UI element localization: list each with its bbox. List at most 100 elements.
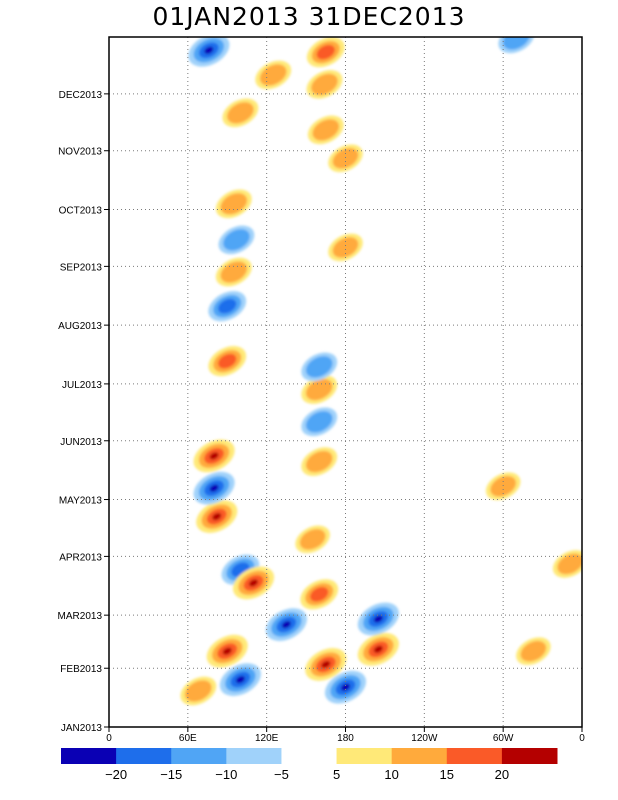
anomaly-contour [312,119,340,141]
x-tick-label: 60E [179,733,197,744]
anomaly-contour [557,553,582,575]
anomaly-contour [305,411,333,433]
anomaly-contour [204,46,214,54]
y-tick-label: JUL2013 [62,380,102,391]
anomaly-feature [206,634,248,668]
x-tick-label: 0 [579,733,585,744]
y-tick-label: MAY2013 [59,496,103,507]
anomaly-contour [503,37,530,50]
anomaly-contour [299,529,326,550]
anomaly-contour [227,102,254,124]
anomaly-contour [220,261,248,283]
anomaly-contour [185,680,212,702]
y-tick-label: NOV2013 [58,147,102,158]
x-tick-label: 120E [255,733,279,744]
anomaly-feature [232,566,275,600]
anomaly-contour [218,298,237,314]
anomaly-feature [357,602,399,636]
anomaly-feature [306,37,345,68]
anomaly-contour [490,476,516,497]
anomaly-contour [223,229,250,251]
anomaly-feature [196,500,238,533]
colorbar-swatch [61,748,117,764]
x-tick-label: 180 [337,733,354,744]
colorbar-swatch [501,748,558,764]
chart-title: 01JAN2013 31DEC2013 [152,2,466,31]
y-tick-label: AUG2013 [58,321,102,332]
colorbar-swatch [281,748,338,764]
y-tick-label: FEB2013 [60,664,102,675]
y-axis: JAN2013 FEB2013 MAR2013 APR2013 MAY2013 JUN20… [58,90,109,734]
y-tick-label: MAR2013 [58,611,103,622]
x-tick-label: 0 [106,733,112,744]
anomaly-contour [310,587,329,602]
anomaly-contour [316,44,335,60]
anomaly-contour [209,484,219,492]
anomaly-contour [321,660,331,669]
x-tick-label: 60W [493,733,514,744]
anomaly-feature [180,676,217,706]
anomaly-feature [552,550,582,578]
colorbar-swatch [171,748,227,764]
anomaly-contour [222,647,232,655]
grid-lines [109,37,582,727]
colorbar-label: 20 [495,767,509,782]
colorbar-label: −5 [274,767,289,782]
colorbar: −20 −15 −10 −5 5 10 15 20 [61,748,558,782]
anomaly-feature [301,407,338,437]
anomaly-feature [357,632,399,666]
anomaly-feature [516,637,551,666]
colorbar-label: −20 [105,767,127,782]
anomaly-contour [332,237,359,258]
anomaly-feature [219,663,261,696]
anomaly-feature [328,233,363,262]
anomaly-feature [208,291,247,322]
anomaly-feature [324,670,367,704]
anomaly-contour [209,452,219,460]
colorbar-swatch [226,748,282,764]
anomaly-contour [373,615,383,623]
anomaly-contour [373,645,383,653]
anomaly-contour [218,353,237,369]
anomaly-feature [498,37,535,54]
anomaly-feature [301,352,338,382]
anomaly-feature [218,225,255,255]
anomaly-feature [265,608,307,642]
anomaly-feature [306,70,343,99]
y-tick-label: APR2013 [59,552,102,563]
anomaly-feature [193,439,235,473]
anomaly-feature [300,579,339,610]
anomaly-contour [220,193,248,215]
colorbar-swatch [391,748,448,764]
colorbar-swatch [336,748,393,764]
anomaly-contour [305,356,333,378]
anomaly-feature [305,648,347,681]
y-tick-label: JUN2013 [60,437,102,448]
anomaly-feature [193,471,235,505]
colorbar-label: −15 [160,767,182,782]
y-tick-label: DEC2013 [59,90,103,101]
x-tick-label: 120W [411,733,438,744]
anomaly-contour [249,579,259,587]
anomaly-field [180,37,582,706]
anomaly-feature [307,115,344,145]
anomaly-feature [301,447,338,476]
anomaly-feature [222,98,259,128]
anomaly-contour [340,683,351,691]
anomaly-feature [215,189,252,219]
anomaly-feature [188,37,230,67]
y-tick-label: OCT2013 [59,206,103,217]
anomaly-contour [332,148,359,169]
anomaly-contour [305,450,333,473]
anomaly-contour [311,73,338,96]
y-tick-label: SEP2013 [60,262,103,273]
anomaly-feature [328,144,363,173]
anomaly-contour [212,512,222,521]
anomaly-feature [215,257,252,287]
y-tick-label: JAN2013 [61,723,103,734]
colorbar-label: 5 [333,767,340,782]
anomaly-contour [235,676,245,684]
colorbar-label: −10 [215,767,237,782]
x-axis: 0 60E 120E 180 120W 60W 0 [106,727,585,744]
